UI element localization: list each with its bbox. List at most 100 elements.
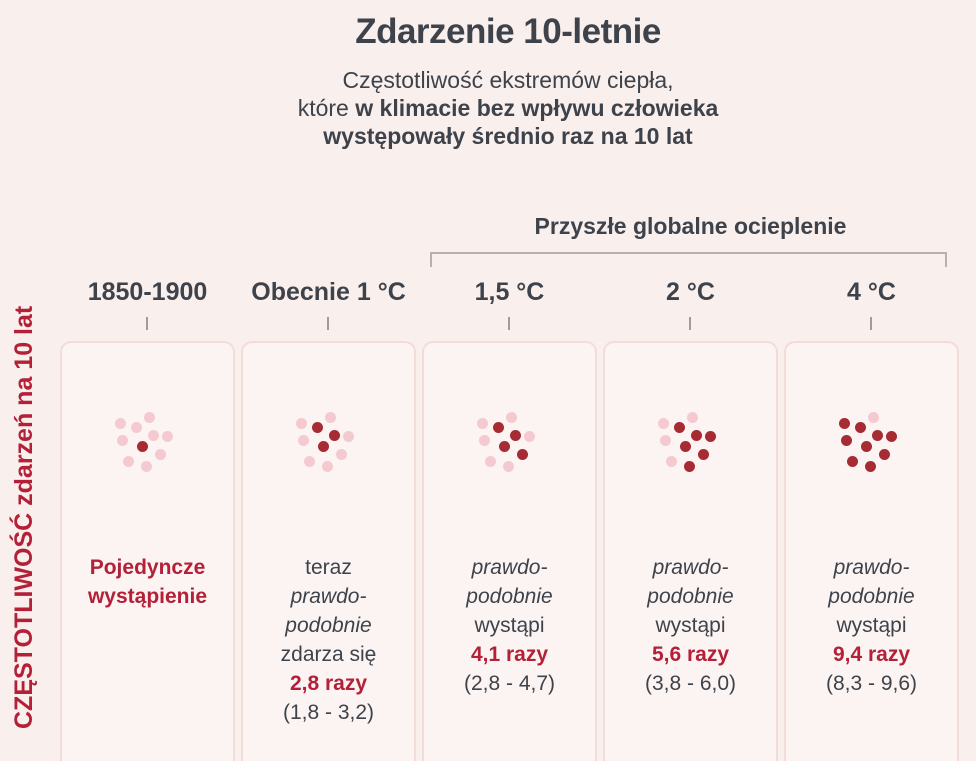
column-card-4c: prawdo-podobnie wystąpi 9,4 razy (8,3 - 9,6… bbox=[784, 341, 959, 761]
column-note-line: podobnie bbox=[285, 614, 372, 637]
event-dot-filled bbox=[705, 430, 716, 442]
column-card-obecnie-1c: teraz prawdo-podobnie zdarza się 2,8 razy (1… bbox=[241, 341, 416, 761]
event-dot-filled bbox=[499, 440, 510, 452]
column-tick bbox=[689, 317, 691, 330]
column-note-line: prawdo- bbox=[652, 556, 729, 579]
column-note-line: podobnie bbox=[466, 585, 553, 608]
event-dot-filled bbox=[318, 440, 329, 452]
column-note-line: (3,8 - 6,0) bbox=[644, 672, 737, 695]
event-dot-filled bbox=[698, 448, 709, 460]
subtitle-line-2-bold: w klimacie bez wpływu człowieka bbox=[355, 95, 719, 121]
event-dot-filled bbox=[137, 440, 148, 452]
event-dot-empty bbox=[524, 430, 535, 442]
event-dot-empty bbox=[660, 434, 671, 446]
column-tick bbox=[870, 317, 872, 330]
event-dot-empty bbox=[503, 460, 514, 472]
column-tick bbox=[327, 317, 329, 330]
column-note: Pojedyncze wystąpienie bbox=[62, 553, 233, 611]
column-note: prawdo-podobnie wystąpi 9,4 razy (8,3 - 9,6… bbox=[786, 553, 957, 698]
event-dot-empty bbox=[666, 455, 677, 467]
column-note: teraz prawdo-podobnie zdarza się 2,8 razy (1… bbox=[243, 553, 414, 727]
column-card-1850-1900: Pojedyncze wystąpienie bbox=[60, 341, 235, 761]
dot-cluster bbox=[656, 398, 726, 478]
column-note-line: podobnie bbox=[828, 585, 915, 608]
column-note-line: 4,1 razy bbox=[470, 643, 549, 666]
event-dot-empty bbox=[479, 434, 490, 446]
event-dot-empty bbox=[658, 417, 669, 429]
future-warming-group-label: Przyszłe globalne ocieplenie bbox=[534, 213, 847, 239]
column-note-line: (2,8 - 4,7) bbox=[463, 672, 556, 695]
column-note-line: 5,6 razy bbox=[651, 643, 730, 666]
event-dot-filled bbox=[691, 429, 702, 441]
event-dot-empty bbox=[155, 448, 166, 460]
subtitle-line-2-regular: które bbox=[297, 95, 356, 121]
event-dot-empty bbox=[296, 417, 307, 429]
column-note-line: Pojedyncze bbox=[89, 556, 206, 579]
page-title: Zdarzenie 10-letnie bbox=[355, 12, 661, 51]
event-dot-empty bbox=[144, 411, 155, 423]
event-dot-empty bbox=[148, 429, 159, 441]
column-card-2c: prawdo-podobnie wystąpi 5,6 razy (3,8 - 6,0… bbox=[603, 341, 778, 761]
column-header-1-5c: 1,5 °C bbox=[474, 278, 545, 306]
event-dot-filled bbox=[684, 460, 695, 472]
event-dot-empty bbox=[336, 448, 347, 460]
event-dot-empty bbox=[506, 411, 517, 423]
event-dot-empty bbox=[485, 455, 496, 467]
column-note-line: (1,8 - 3,2) bbox=[282, 701, 375, 724]
event-dot-filled bbox=[312, 421, 323, 433]
event-dot-filled bbox=[886, 430, 897, 442]
column-note-line: 2,8 razy bbox=[289, 672, 368, 695]
event-dot-filled bbox=[493, 421, 504, 433]
future-warming-bracket bbox=[430, 252, 947, 267]
event-dot-filled bbox=[855, 421, 866, 433]
subtitle-line-1: Częstotliwość ekstremów ciepła, bbox=[342, 67, 674, 93]
event-dot-filled bbox=[872, 429, 883, 441]
column-note-line: prawdo- bbox=[471, 556, 548, 579]
column-note-line: 9,4 razy bbox=[832, 643, 911, 666]
column-note-line: prawdo- bbox=[833, 556, 910, 579]
event-dot-filled bbox=[841, 434, 852, 446]
event-dot-empty bbox=[131, 421, 142, 433]
event-dot-empty bbox=[325, 411, 336, 423]
dot-cluster bbox=[113, 398, 183, 478]
column-tick bbox=[146, 317, 148, 330]
event-dot-empty bbox=[477, 417, 488, 429]
y-axis-label: CZĘSTOTLIWOŚĆ zdarzeń na 10 lat bbox=[10, 305, 38, 729]
dot-cluster bbox=[475, 398, 545, 478]
dot-cluster bbox=[294, 398, 364, 478]
page-subtitle: Częstotliwość ekstremów ciepła, które w … bbox=[60, 66, 956, 150]
event-dot-empty bbox=[162, 430, 173, 442]
event-dot-filled bbox=[865, 460, 876, 472]
column-note-line: zdarza się bbox=[280, 643, 377, 666]
column-card-1-5c: prawdo-podobnie wystąpi 4,1 razy (2,8 - 4,7… bbox=[422, 341, 597, 761]
dot-cluster bbox=[837, 398, 907, 478]
subtitle-line-2: które w klimacie bez wpływu człowieka bbox=[60, 94, 956, 122]
column-note-line: wystąpi bbox=[836, 614, 907, 637]
column-note: prawdo-podobnie wystąpi 5,6 razy (3,8 - 6,0… bbox=[605, 553, 776, 698]
column-note-line: wystąpi bbox=[474, 614, 545, 637]
column-note-line: wystąpi bbox=[655, 614, 726, 637]
event-dot-empty bbox=[343, 430, 354, 442]
header-block: Zdarzenie 10-letnie Częstotliwość ekstre… bbox=[60, 0, 956, 150]
event-dot-empty bbox=[687, 411, 698, 423]
column-header-obecnie-1c: Obecnie 1 °C bbox=[251, 278, 406, 306]
infographic-canvas: { "colors": { "background": "#f9efed", "… bbox=[10, 0, 959, 761]
event-dot-filled bbox=[839, 417, 850, 429]
column-note: prawdo-podobnie wystąpi 4,1 razy (2,8 - 4,7… bbox=[424, 553, 595, 698]
event-dot-filled bbox=[680, 440, 691, 452]
event-dot-filled bbox=[674, 421, 685, 433]
event-dot-empty bbox=[304, 455, 315, 467]
event-dot-empty bbox=[322, 460, 333, 472]
column-note-line: podobnie bbox=[647, 585, 734, 608]
column-header-4c: 4 °C bbox=[847, 278, 896, 306]
event-dot-empty bbox=[117, 434, 128, 446]
event-dot-empty bbox=[123, 455, 134, 467]
event-dot-filled bbox=[861, 440, 872, 452]
column-note-line: (8,3 - 9,6) bbox=[825, 672, 918, 695]
event-dot-empty bbox=[115, 417, 126, 429]
event-dot-filled bbox=[510, 429, 521, 441]
column-header-2c: 2 °C bbox=[666, 278, 715, 306]
column-tick bbox=[508, 317, 510, 330]
event-dot-filled bbox=[329, 429, 340, 441]
event-dot-empty bbox=[298, 434, 309, 446]
